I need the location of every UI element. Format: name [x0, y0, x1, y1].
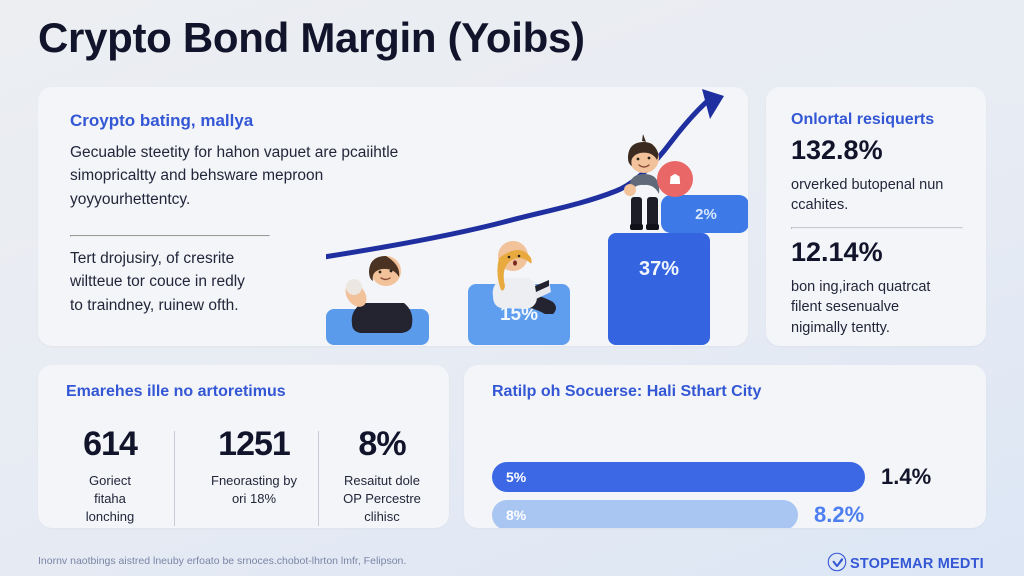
svg-text:37%: 37% — [639, 258, 679, 280]
svg-text:☗: ☗ — [669, 171, 682, 187]
svg-text:2%: 2% — [695, 206, 717, 223]
